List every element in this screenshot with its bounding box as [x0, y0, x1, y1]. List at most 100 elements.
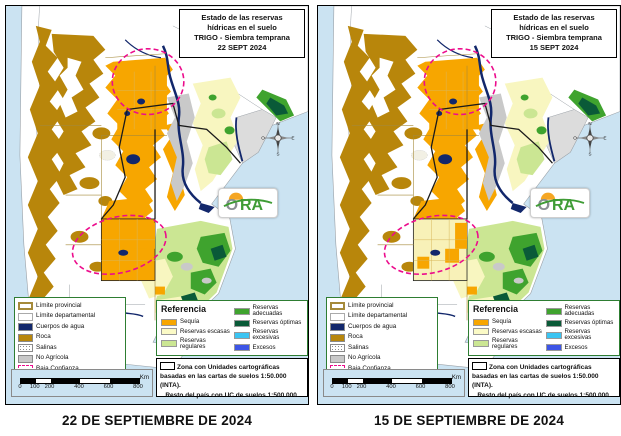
cartography-note: Zona con Unidades cartográficas basadas …	[156, 358, 308, 399]
legend-swatch	[330, 312, 345, 321]
reference-label: Reservas escasas	[492, 327, 542, 335]
cartography-note: Zona con Unidades cartográficas basadas …	[468, 358, 620, 399]
legend-item: No Agrícola	[330, 354, 434, 363]
reference-swatch	[473, 328, 489, 336]
reference-legend-title: Referencia	[161, 304, 206, 314]
chaco-grid	[429, 71, 479, 130]
reference-swatch	[545, 319, 562, 327]
svg-text:N: N	[276, 121, 279, 126]
reference-label: Reservas óptimas	[564, 319, 614, 327]
ora-sun-icon	[228, 192, 244, 200]
reference-legend-item: Reservas escasas	[161, 328, 231, 336]
compass-rose-icon: N S E O	[572, 120, 608, 157]
scale-bar: Km 0 100 200 400 600 800	[323, 369, 465, 397]
lapampa-block	[100, 218, 156, 282]
reference-label: Excesos	[564, 343, 588, 351]
legend-swatch	[18, 354, 33, 363]
scale-bar-segments	[20, 378, 140, 384]
panel-date-caption: 22 DE SEPTIEMBRE DE 2024	[61, 413, 253, 428]
legend-item: Límite departamental	[330, 312, 434, 321]
salinas-patch	[99, 150, 116, 161]
scale-unit: Km	[451, 374, 461, 381]
reference-swatch	[161, 328, 177, 336]
reference-legend-item: Excesos	[545, 343, 616, 352]
mesopotamia-layer	[504, 77, 607, 192]
scale-bar: Km 0 100 200 400 600 800	[11, 369, 153, 397]
svg-text:RA: RA	[240, 197, 264, 214]
legend-swatch	[330, 302, 345, 310]
cartography-note-line2: Resto del país con UC de suelos 1:500.00…	[165, 392, 299, 400]
reference-legend-item: Reservas excesivas	[233, 328, 304, 342]
map-title-box: Estado de las reservas hídricas en el su…	[491, 9, 617, 58]
reference-swatch	[233, 307, 250, 315]
legend-item: Cuerpos de agua	[330, 323, 434, 331]
map-limits-legend: Límite provincial Límite departamental C…	[14, 297, 126, 378]
reference-swatch	[161, 318, 177, 326]
panel-date-caption: 15 DE SEPTIEMBRE DE 2024	[373, 413, 565, 428]
svg-text:RA: RA	[552, 197, 576, 214]
compass-rose-icon: N S E O	[260, 120, 296, 157]
legend-swatch	[330, 344, 345, 352]
reference-swatch	[473, 318, 489, 326]
legend-item: Roca	[18, 333, 122, 342]
mesopotamia-layer	[192, 77, 295, 192]
reference-label: Reservas excesivas	[252, 328, 280, 342]
svg-text:O: O	[573, 136, 577, 141]
legend-label: Salinas	[348, 343, 369, 351]
reference-swatch	[233, 331, 250, 339]
reference-legend-item: Reservas óptimas	[545, 319, 616, 327]
legend-label: Límite departamental	[36, 312, 96, 320]
reference-legend-item: Reservas adecuadas	[233, 304, 304, 318]
map-canvas: Estado de las reservas hídricas en el su…	[317, 5, 621, 405]
map-title-date: 22 SEPT 2024	[217, 43, 267, 53]
reference-legend-right-column: Reservas adecuadas Reservas óptimas Rese…	[233, 304, 304, 352]
legend-swatch	[330, 354, 345, 363]
roca-layer	[27, 25, 113, 355]
reference-label: Reservas regulares	[180, 336, 206, 350]
legend-swatch	[330, 333, 345, 342]
provincial-borders	[351, 53, 479, 321]
reference-label: Excesos	[252, 343, 276, 351]
legend-label: Baja Confianza	[36, 365, 79, 372]
legend-item: No Agrícola	[18, 354, 122, 363]
inta-zone-boundary	[412, 102, 553, 220]
inta-zone-swatch	[160, 362, 175, 370]
map-title-line1: Estado de las reservas	[201, 13, 283, 22]
inta-zone-boundary	[100, 102, 241, 220]
reference-swatch	[233, 319, 250, 327]
reference-swatch	[545, 344, 562, 352]
legend-item: Roca	[330, 333, 434, 342]
legend-label: Límite provincial	[36, 301, 82, 309]
reference-legend-right-column: Reservas adecuadas Reservas óptimas Rese…	[545, 304, 616, 352]
reference-swatch	[545, 307, 562, 315]
reference-legend-item: Reservas excesivas	[545, 329, 616, 341]
cartography-note-line1: Zona con Unidades cartográficas basadas …	[472, 362, 599, 389]
lapampa-block	[412, 218, 468, 282]
legend-label: Roca	[36, 333, 51, 341]
legend-label: Límite provincial	[348, 301, 394, 309]
map-title-line2: hídricas en el suelo	[207, 23, 277, 33]
svg-text:O: O	[261, 136, 265, 141]
legend-item: Salinas	[18, 344, 122, 352]
map-canvas: Estado de las reservas hídricas en el su…	[5, 5, 309, 405]
legend-label: No Agrícola	[348, 354, 381, 362]
reference-label: Reservas regulares	[492, 336, 518, 350]
svg-text:E: E	[291, 136, 294, 141]
reference-label: Reservas óptimas	[252, 319, 302, 327]
svg-text:S: S	[276, 152, 279, 157]
legend-item: Cuerpos de agua	[18, 323, 122, 331]
reference-legend-item: Sequía	[473, 318, 543, 326]
reference-label: Reservas adecuadas	[564, 304, 595, 318]
legend-label: Roca	[348, 333, 363, 341]
uruguay-region	[546, 109, 589, 164]
map-title-line3: TRIGO - Siembra temprana	[506, 33, 602, 43]
reference-legend-item: Excesos	[233, 343, 304, 352]
reference-label: Reservas adecuadas	[252, 304, 283, 318]
reference-legend-item: Reservas óptimas	[233, 319, 304, 327]
map-limits-legend: Límite provincial Límite departamental C…	[326, 297, 438, 378]
scale-tick-labels: 0 100 200 400 600 800	[18, 384, 143, 390]
map-title-line3: TRIGO - Siembra temprana	[194, 33, 290, 43]
legend-swatch	[330, 323, 345, 331]
salinas-patch	[411, 150, 428, 161]
legend-label: Cuerpos de agua	[36, 322, 85, 330]
